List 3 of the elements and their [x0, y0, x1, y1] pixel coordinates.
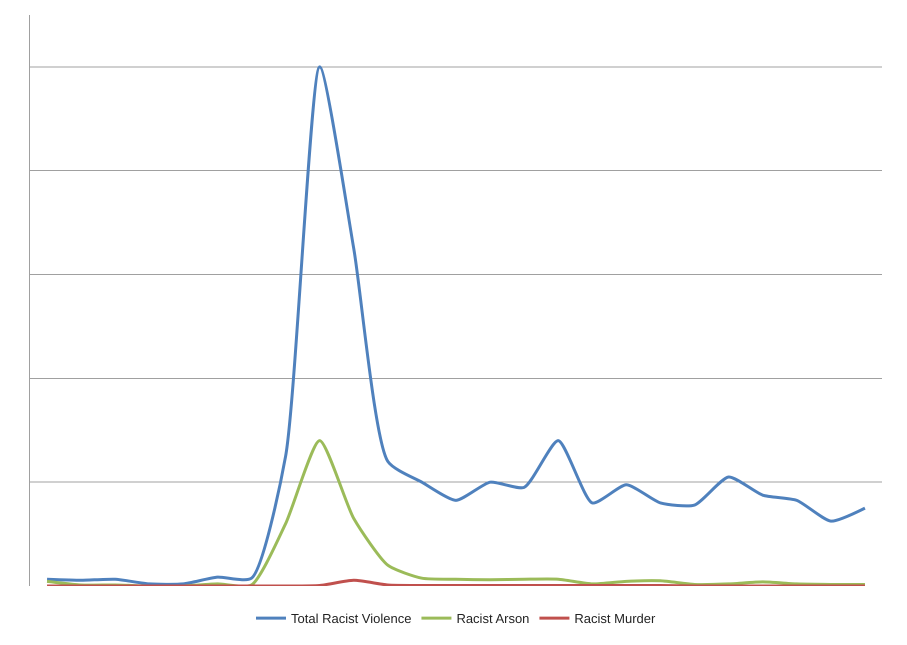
legend-label: Racist Murder	[574, 611, 656, 626]
legend-label: Racist Arson	[456, 611, 530, 626]
legend-label: Total Racist Violence	[291, 611, 412, 626]
